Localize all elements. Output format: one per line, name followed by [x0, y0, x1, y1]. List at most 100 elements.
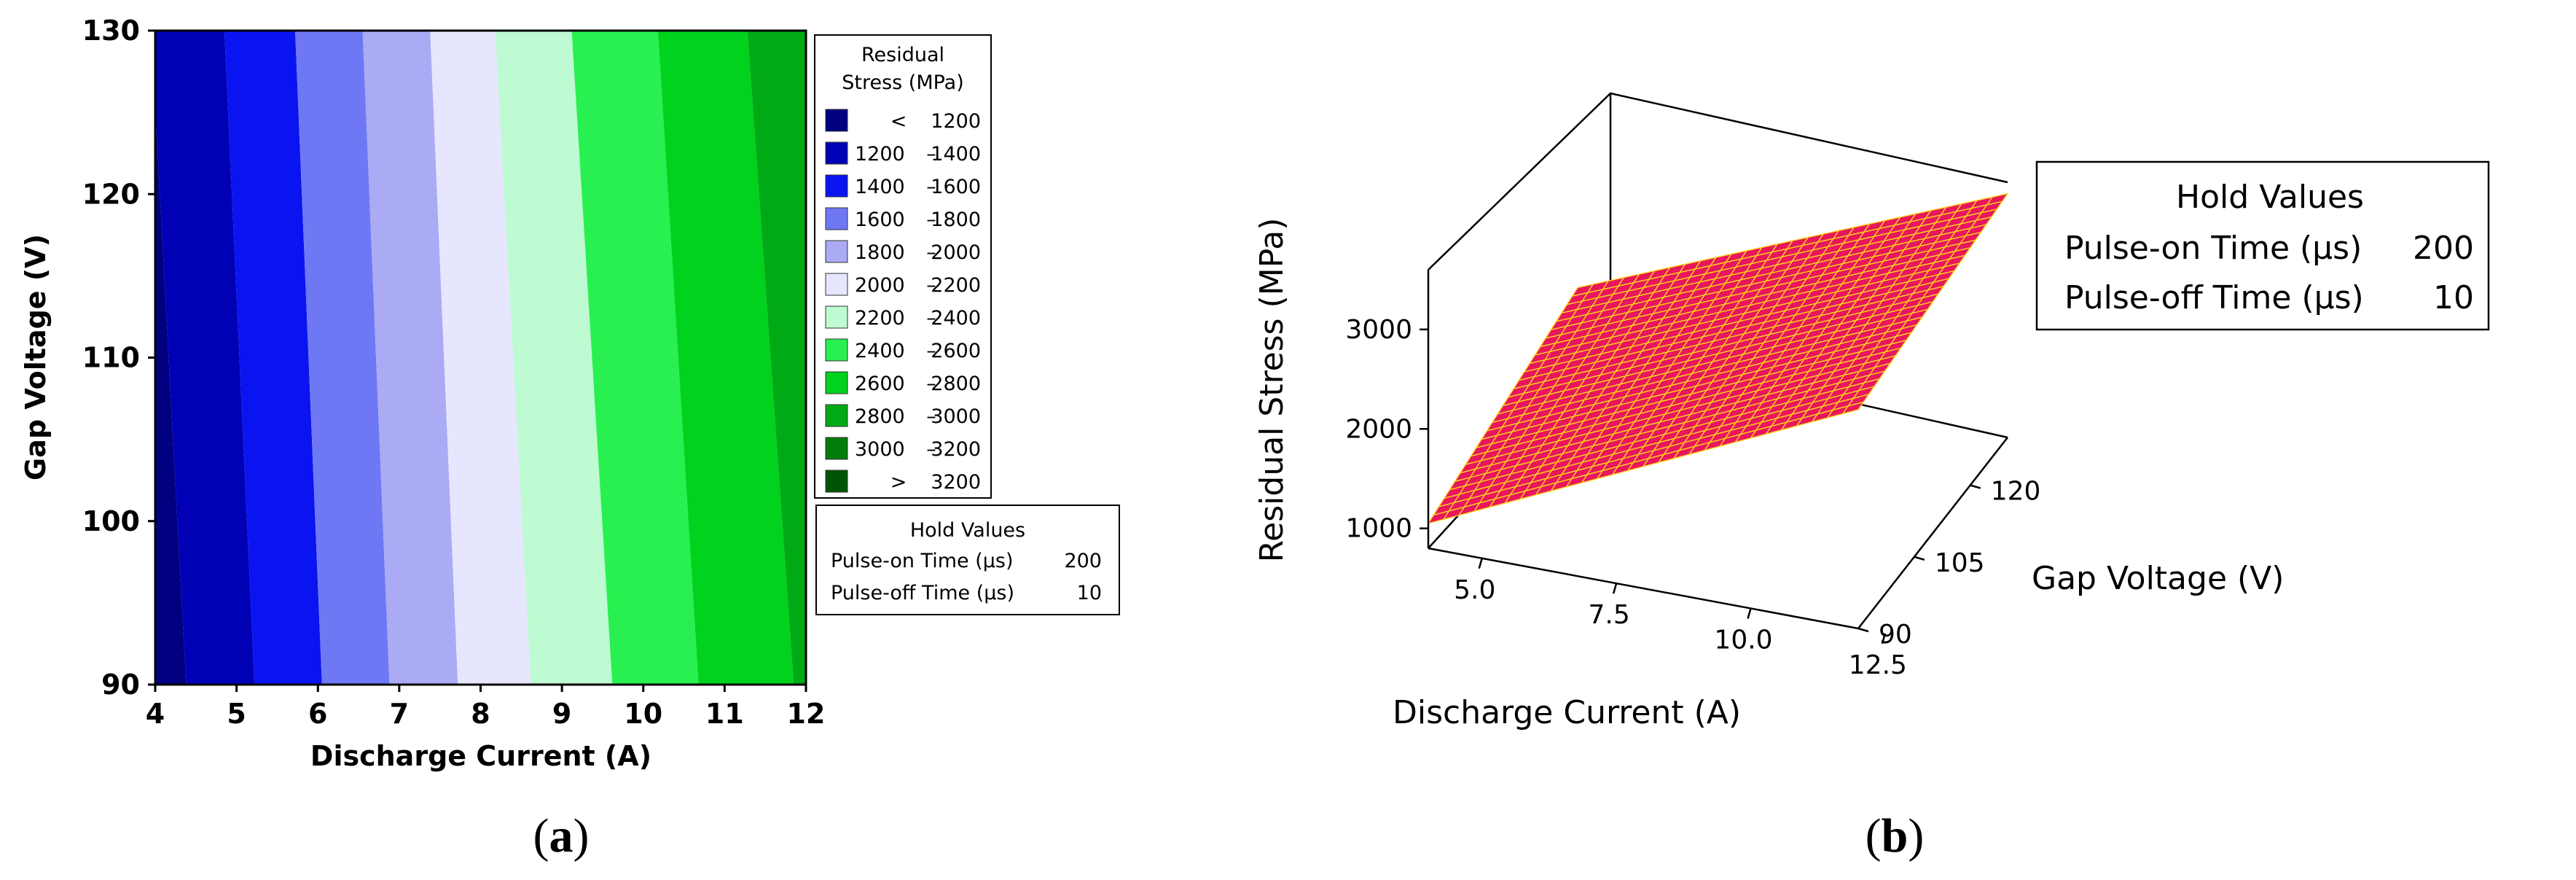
legend-swatch	[825, 240, 848, 263]
legend-range-dash: –	[926, 176, 936, 198]
panel-b-caption: (b)	[1866, 809, 1925, 863]
panel-a: 4 5 6 7 8 9 10 11 12 90 100 110 120 130 Discharge Cu…	[20, 15, 1120, 863]
legend-range-dash: –	[926, 373, 936, 395]
panel-a-caption: (a)	[533, 809, 590, 863]
legend-swatch	[825, 470, 848, 493]
x-tick-label: 9	[552, 698, 571, 730]
response-surface	[1427, 192, 2009, 525]
x-tick-label: 8	[471, 698, 490, 730]
legend-range-dash: –	[926, 274, 936, 297]
y-tick-mark	[1857, 627, 1869, 633]
legend-range-dash: –	[926, 340, 936, 362]
legend-range-high: 3200	[931, 471, 981, 494]
y-axis-ticks: 90 100 110 120 130	[82, 15, 155, 701]
y-tick-label: 120	[82, 178, 140, 210]
hold-row-pulse-off-label: Pulse-off Time (µs)	[2064, 279, 2364, 316]
3d-axis-ticks: 1000 2000 3000 5.0 7.5 10.0 12.590 105 120	[1345, 315, 2040, 680]
legend-range-low: 3000	[855, 438, 905, 461]
legend-range-low: 1200	[855, 143, 905, 166]
legend-swatch	[825, 338, 848, 362]
legend-range-symbol: >	[890, 471, 907, 494]
hold-row-pulse-off-label: Pulse-off Time (µs)	[831, 582, 1014, 604]
x-axis-ticks: 4 5 6 7 8 9 10 11 12	[146, 685, 826, 730]
x-tick-label: 5	[227, 698, 246, 730]
contour-band	[155, 31, 255, 685]
x-tick-label: 12	[787, 698, 826, 730]
hold-row-pulse-on-label: Pulse-on Time (µs)	[831, 550, 1014, 572]
legend-range-symbol: <	[890, 110, 907, 133]
legend-range-dash: –	[926, 241, 936, 264]
x-tick-mark	[1881, 633, 1887, 645]
contour-band	[495, 31, 613, 685]
hold-row-pulse-off-value: 10	[1077, 582, 1102, 604]
legend-range-dash: –	[926, 438, 936, 461]
hold-values-a: Hold Values Pulse-on Time (µs) 200 Pulse…	[815, 505, 1120, 615]
x-tick-label: 10.0	[1714, 626, 1772, 655]
legend-range-high: 2200	[931, 274, 981, 297]
hold-row-pulse-on-value: 200	[2413, 230, 2474, 267]
x-axis-label-3d: Discharge Current (A)	[1393, 694, 1741, 731]
legend-swatch	[825, 273, 848, 296]
contour-band	[362, 31, 458, 685]
y-tick-mark	[1970, 484, 1981, 489]
legend-range-high: 2000	[931, 241, 981, 264]
y-tick-label: 90	[101, 669, 140, 701]
x-tick-label: 7.5	[1588, 600, 1629, 630]
x-tick-mark	[1612, 583, 1618, 594]
contour-band	[747, 31, 806, 685]
panel-b: 1000 2000 3000 5.0 7.5 10.0 12.590 105 120 Resid…	[1253, 92, 2490, 863]
x-tick-mark	[1478, 558, 1483, 569]
y-tick-label: 130	[82, 15, 140, 47]
contour-band	[155, 106, 187, 685]
contour-band	[571, 31, 699, 685]
hold-row-pulse-off-value: 10	[2433, 279, 2474, 316]
legend-range-high: 2800	[931, 373, 981, 395]
x-tick-label: 12.5	[1849, 650, 1907, 680]
y-tick-label: 100	[82, 505, 140, 537]
legend-range-high: 1600	[931, 176, 981, 198]
legend-range-high: 2600	[931, 340, 981, 362]
x-tick-label: 11	[705, 698, 744, 730]
legend-range-high: 1200	[931, 110, 981, 133]
contour-band	[430, 31, 531, 685]
legend-swatch	[825, 437, 848, 460]
x-tick-label: 5.0	[1454, 575, 1495, 605]
legend-range-high: 2400	[931, 307, 981, 330]
legend-swatch	[825, 371, 848, 394]
contour-bands	[155, 31, 806, 685]
legend-range-low: 2200	[855, 307, 905, 330]
hold-values-b: Hold Values Pulse-on Time (µs) 200 Pulse…	[2035, 160, 2490, 331]
contour-band	[294, 31, 390, 685]
y-tick-label: 110	[82, 342, 140, 374]
legend-range-high: 1400	[931, 143, 981, 166]
legend-range-low: 2000	[855, 274, 905, 297]
legend-frame	[814, 34, 992, 499]
hold-values-title: Hold Values	[2176, 179, 2364, 216]
legend-swatch	[825, 141, 848, 165]
x-axis-label: Discharge Current (A)	[310, 740, 651, 772]
y-tick-label: 120	[1991, 477, 2041, 507]
hold-row-pulse-on-value: 200	[1064, 550, 1102, 572]
legend-swatch	[825, 174, 848, 198]
legend-swatch	[825, 109, 848, 132]
legend-title-line2: Stress (MPa)	[842, 71, 964, 94]
x-tick-label: 10	[624, 698, 662, 730]
legend-range-dash: –	[926, 209, 936, 231]
legend-range-dash: –	[926, 405, 936, 428]
z-axis-label: Residual Stress (MPa)	[1253, 218, 1291, 563]
y-tick-label: 105	[1935, 548, 1985, 578]
legend-range-dash: –	[926, 143, 936, 166]
legend-range-low: 1800	[855, 241, 905, 264]
legend-range-high: 3200	[931, 438, 981, 461]
hold-row-pulse-on-label: Pulse-on Time (µs)	[2064, 230, 2362, 267]
legend-range-low: 1600	[855, 209, 905, 231]
hold-values-title: Hold Values	[910, 519, 1025, 542]
legend-range-dash: –	[926, 307, 936, 330]
y-axis-label: Gap Voltage (V)	[20, 234, 52, 480]
x-tick-label: 7	[390, 698, 409, 730]
z-tick-label: 2000	[1345, 414, 1412, 444]
legend-range-low: 2600	[855, 373, 905, 395]
